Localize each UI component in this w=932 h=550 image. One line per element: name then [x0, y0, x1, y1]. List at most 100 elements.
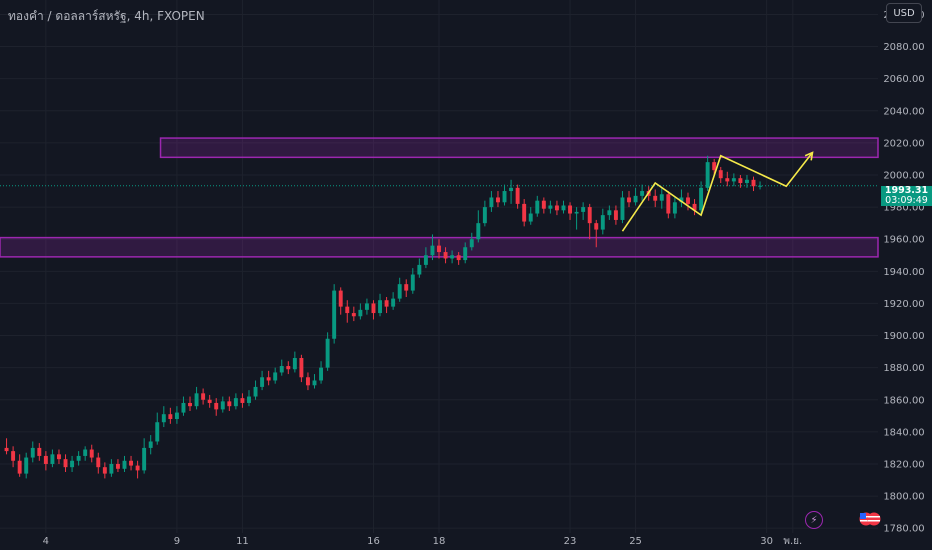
candle [142, 438, 147, 474]
candle-body [404, 284, 409, 291]
candle [554, 200, 559, 216]
candle-body [686, 197, 690, 204]
candle [319, 361, 324, 384]
candle [633, 187, 638, 206]
candle-body [489, 197, 494, 208]
candle-body [423, 255, 428, 265]
candle [17, 454, 22, 477]
y-tick-label: 1860.00 [883, 395, 924, 406]
lightning-icon[interactable]: ⚡ [805, 511, 823, 529]
candle-body [299, 358, 304, 378]
candle-body [273, 372, 278, 381]
price-zone[interactable] [159, 137, 879, 159]
candle-body [135, 465, 140, 471]
y-tick-label: 2080.00 [883, 42, 924, 53]
candle-body [443, 252, 448, 259]
x-tick-label: 16 [367, 536, 380, 547]
candle [397, 277, 402, 302]
candle-body [692, 203, 697, 211]
candle [607, 205, 612, 220]
candle [744, 174, 749, 188]
candle [686, 192, 690, 211]
candle [338, 287, 343, 315]
candle-body [358, 309, 363, 317]
x-tick-label: พ.ย. [783, 536, 802, 547]
candle [181, 396, 186, 416]
candle [758, 181, 763, 190]
candle [738, 174, 743, 188]
candle-body [731, 178, 736, 182]
candle-body [554, 205, 559, 211]
y-tick-label: 1920.00 [883, 299, 924, 310]
candle [57, 449, 61, 464]
current-price-badge: 1993.31 03:09:49 [881, 186, 932, 206]
candle-body [70, 460, 75, 468]
candle-body [528, 213, 533, 222]
candle-body [11, 451, 16, 461]
candle-body [207, 399, 212, 403]
candle-body [758, 185, 763, 187]
candle-body [50, 454, 55, 464]
candle [351, 306, 356, 322]
candle-body [37, 447, 42, 456]
x-tick-label: 25 [629, 536, 642, 547]
y-tick-label: 1940.00 [883, 267, 924, 278]
candle [489, 191, 494, 212]
zigzag-projection[interactable] [621, 152, 814, 232]
trend-drawing[interactable] [621, 151, 814, 232]
price-axis[interactable]: 2100.002080.002060.002040.002020.002000.… [883, 10, 924, 535]
candle-body [581, 207, 586, 212]
candle-body [201, 393, 206, 400]
candle [122, 455, 127, 472]
candle-body [541, 200, 546, 209]
candle [50, 449, 55, 468]
candle-body [620, 197, 625, 220]
us-flag-icon[interactable] [859, 512, 881, 526]
x-tick-label: 11 [236, 536, 249, 547]
candle-body [712, 162, 717, 171]
candle-body [63, 459, 68, 468]
candle [568, 202, 573, 220]
candle [450, 250, 455, 264]
candle [358, 303, 363, 320]
y-tick-label: 1820.00 [883, 459, 924, 470]
candle-body [345, 306, 350, 314]
grid-lines [0, 0, 878, 533]
candle-body [482, 207, 487, 224]
support-resistance-zones[interactable] [0, 137, 879, 258]
candle [659, 187, 664, 209]
candle [129, 455, 134, 471]
candle [482, 200, 487, 227]
candle [587, 203, 592, 240]
candle [188, 396, 192, 411]
candle-body [522, 203, 527, 222]
candle-body [76, 455, 81, 461]
candle-body [30, 447, 35, 458]
candle [266, 370, 271, 386]
candle [70, 455, 75, 472]
candle-body [384, 300, 389, 307]
candle-body [227, 401, 232, 407]
candle-body [57, 454, 61, 460]
candle [168, 407, 173, 424]
candle-body [502, 191, 507, 203]
candle [469, 232, 474, 251]
currency-button[interactable]: USD [886, 3, 922, 23]
y-tick-label: 2040.00 [883, 106, 924, 117]
candle-body [96, 457, 101, 468]
candle-body [371, 303, 376, 314]
candle-body [129, 460, 134, 466]
time-axis[interactable]: 4 9 11 16 18 23 25 30 พ.ย. [43, 536, 803, 547]
candle-body [640, 191, 645, 196]
candle [456, 252, 461, 265]
candle-body [417, 264, 422, 275]
candle [672, 197, 677, 219]
candle [640, 184, 645, 201]
candle [279, 359, 284, 376]
candle [699, 181, 704, 214]
candle [305, 372, 310, 391]
candle-body [194, 393, 199, 407]
candle [83, 446, 88, 461]
candle-body [633, 195, 638, 203]
